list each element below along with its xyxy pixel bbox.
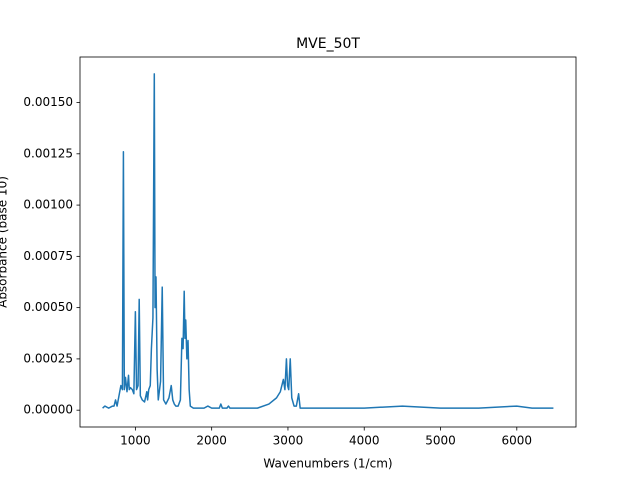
y-tick-label: 0.00000 bbox=[23, 403, 73, 417]
y-tick-label: 0.00125 bbox=[23, 146, 73, 160]
y-tick-label: 0.00150 bbox=[23, 95, 73, 109]
plot-frame bbox=[79, 56, 577, 428]
y-tick-label: 0.00025 bbox=[23, 351, 73, 365]
chart-title: MVE_50T bbox=[296, 36, 360, 52]
x-tick-label: 5000 bbox=[425, 434, 456, 448]
y-tick-label: 0.00050 bbox=[23, 300, 73, 314]
y-tick-label: 0.00100 bbox=[23, 198, 73, 212]
y-tick-label: 0.00075 bbox=[23, 249, 73, 263]
x-tick-label: 3000 bbox=[273, 434, 304, 448]
y-axis-label: Absorbance (base 10) bbox=[0, 176, 10, 308]
x-tick-label: 4000 bbox=[349, 434, 380, 448]
x-axis-label: Wavenumbers (1/cm) bbox=[263, 457, 392, 471]
x-tick-label: 1000 bbox=[120, 434, 151, 448]
line bbox=[102, 73, 554, 409]
x-tick-label: 6000 bbox=[502, 434, 533, 448]
x-tick-label: 2000 bbox=[196, 434, 227, 448]
